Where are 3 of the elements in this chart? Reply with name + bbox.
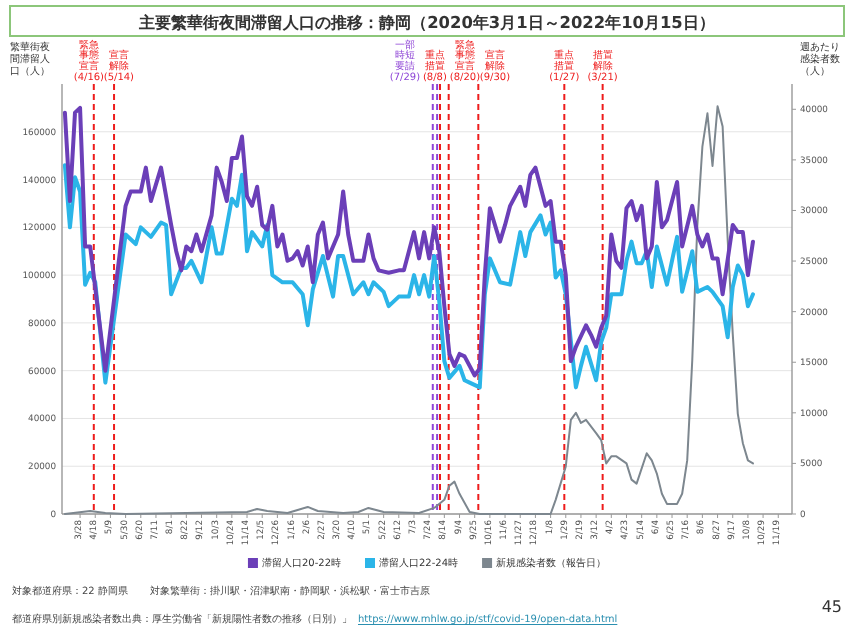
- text: 45: [821, 598, 842, 616]
- title: 主要繁華街夜間滞留人口の推移：静岡（2020年3月1日～2022年10月15日）: [9, 5, 845, 37]
- chart-title: 主要繁華街夜間滞留人口の推移：静岡（2020年3月1日～2022年10月15日）: [137, 11, 715, 32]
